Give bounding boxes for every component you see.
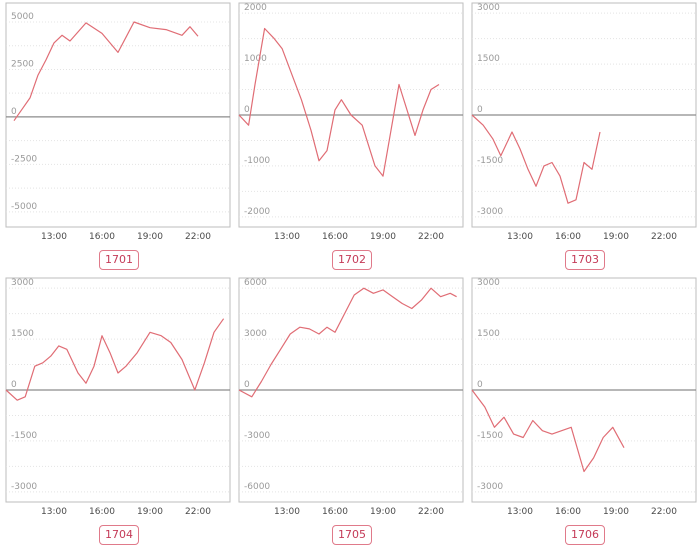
y-tick-label: 0 xyxy=(477,380,483,390)
y-tick-label: -6000 xyxy=(244,482,270,492)
x-tick-label: 22:00 xyxy=(185,507,211,517)
chart-panel-1703: 3000 1500 0 -1500 -3000 13:00 16:00 19:00 22:00 … xyxy=(469,0,700,275)
x-tick-label: 19:00 xyxy=(603,232,629,242)
y-tick-label: 1000 xyxy=(244,54,267,64)
y-tick-label: 1500 xyxy=(477,329,500,339)
chart-panel-1701: 5000 2500 0 -2500 -5000 13:00 16:00 19:00 22:00 … xyxy=(3,0,235,275)
x-tick-label: 13:00 xyxy=(41,507,67,517)
y-tick-label: -3000 xyxy=(11,482,37,492)
contract-label-1706[interactable]: 1706 xyxy=(565,525,605,545)
contract-label-1704[interactable]: 1704 xyxy=(99,525,139,545)
series-line xyxy=(238,287,457,398)
y-tick-label: -2500 xyxy=(11,154,37,164)
series-line xyxy=(5,318,225,401)
x-tick-label: 16:00 xyxy=(555,507,581,517)
plot-frame xyxy=(5,2,231,228)
y-tick-label: 3000 xyxy=(244,329,267,339)
y-tick-label: 3000 xyxy=(477,278,500,288)
x-tick-label: 13:00 xyxy=(507,507,533,517)
contract-label-1705[interactable]: 1705 xyxy=(332,525,372,545)
x-tick-label: 22:00 xyxy=(418,232,444,242)
x-tick-label: 13:00 xyxy=(507,232,533,242)
y-tick-label: 3000 xyxy=(11,278,34,288)
y-tick-label: -2000 xyxy=(244,207,270,217)
y-tick-label: 5000 xyxy=(11,12,34,22)
y-tick-label: 2500 xyxy=(11,59,34,69)
y-tick-label: -1500 xyxy=(11,431,37,441)
chart-panel-1705: 6000 3000 0 -3000 -6000 13:00 16:00 19:00 22:00 … xyxy=(236,275,468,550)
contract-label-1703[interactable]: 1703 xyxy=(565,250,605,270)
x-tick-label: 16:00 xyxy=(322,507,348,517)
chart-panel-1706: 3000 1500 0 -1500 -3000 13:00 16:00 19:00 22:00 … xyxy=(469,275,700,550)
series-line xyxy=(13,21,199,122)
y-tick-label: 0 xyxy=(11,107,17,117)
y-tick-label: -1500 xyxy=(477,431,503,441)
x-tick-label: 19:00 xyxy=(370,232,396,242)
y-tick-label: -3000 xyxy=(244,431,270,441)
chart-svg-1705: 6000 3000 0 -3000 -6000 13:00 16:00 19:00 22:00 xyxy=(238,277,464,517)
y-tick-label: 0 xyxy=(244,105,250,115)
series-line xyxy=(238,27,440,177)
y-tick-label: 3000 xyxy=(477,3,500,13)
x-tick-label: 16:00 xyxy=(89,232,115,242)
x-tick-label: 16:00 xyxy=(555,232,581,242)
y-tick-label: -1000 xyxy=(244,156,270,166)
y-tick-label: 0 xyxy=(477,105,483,115)
x-tick-label: 19:00 xyxy=(370,507,396,517)
x-tick-label: 13:00 xyxy=(274,507,300,517)
y-tick-label: 1500 xyxy=(477,54,500,64)
chart-svg-1702: 2000 1000 0 -1000 -2000 13:00 16:00 19:00 22:00 xyxy=(238,2,464,242)
x-tick-label: 22:00 xyxy=(651,507,677,517)
contract-label-1701[interactable]: 1701 xyxy=(99,250,139,270)
x-tick-label: 13:00 xyxy=(274,232,300,242)
y-tick-label: -3000 xyxy=(477,482,503,492)
y-tick-label: -1500 xyxy=(477,156,503,166)
y-tick-label: -5000 xyxy=(11,202,37,212)
chart-panel-1704: 3000 1500 0 -1500 -3000 13:00 16:00 19:00 22:00 … xyxy=(3,275,235,550)
x-tick-label: 22:00 xyxy=(418,507,444,517)
y-tick-label: 2000 xyxy=(244,3,267,13)
chart-svg-1701: 5000 2500 0 -2500 -5000 13:00 16:00 19:00 22:00 xyxy=(5,2,231,242)
y-tick-label: 0 xyxy=(244,380,250,390)
x-tick-label: 19:00 xyxy=(603,507,629,517)
series-line xyxy=(471,114,601,204)
y-tick-label: 0 xyxy=(11,380,17,390)
series-line xyxy=(471,389,625,473)
x-tick-label: 16:00 xyxy=(89,507,115,517)
y-tick-label: -3000 xyxy=(477,207,503,217)
chart-svg-1706: 3000 1500 0 -1500 -3000 13:00 16:00 19:00 22:00 xyxy=(471,277,697,517)
y-tick-label: 1500 xyxy=(11,329,34,339)
x-tick-label: 22:00 xyxy=(185,232,211,242)
x-tick-label: 19:00 xyxy=(137,507,163,517)
x-tick-label: 19:00 xyxy=(137,232,163,242)
contract-label-1702[interactable]: 1702 xyxy=(332,250,372,270)
x-tick-label: 22:00 xyxy=(651,232,677,242)
y-tick-label: 6000 xyxy=(244,278,267,288)
chart-svg-1703: 3000 1500 0 -1500 -3000 13:00 16:00 19:00 22:00 xyxy=(471,2,697,242)
chart-panel-1702: 2000 1000 0 -1000 -2000 13:00 16:00 19:00 22:00 … xyxy=(236,0,468,275)
chart-svg-1704: 3000 1500 0 -1500 -3000 13:00 16:00 19:00 22:00 xyxy=(5,277,231,517)
x-tick-label: 16:00 xyxy=(322,232,348,242)
x-tick-label: 13:00 xyxy=(41,232,67,242)
